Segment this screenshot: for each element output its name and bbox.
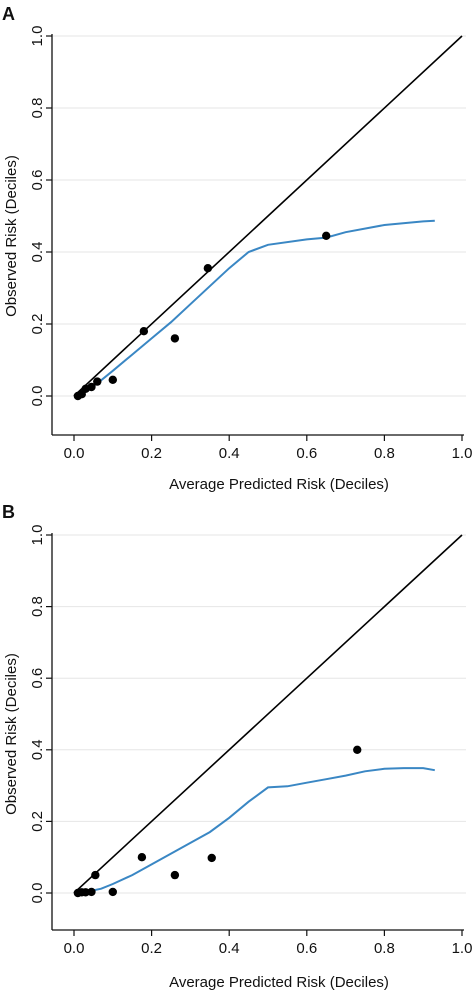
decile-point (91, 870, 100, 880)
reference-line (73, 534, 463, 894)
decile-point (108, 887, 118, 897)
decile-point (108, 375, 118, 384)
decile-point (93, 377, 102, 386)
decile-point (322, 231, 331, 240)
x-tick-label: 0.2 (141, 445, 162, 462)
x-axis-title: Average Predicted Risk (Deciles) (169, 476, 389, 493)
y-tick-label: 0.8 (29, 596, 46, 617)
reference-line (73, 35, 463, 397)
x-tick-label: 0.6 (296, 940, 317, 957)
y-tick-label: 0.8 (29, 98, 46, 119)
y-tick-label: 1.0 (29, 26, 46, 47)
y-tick-label: 0.6 (29, 668, 46, 689)
panel-a: A 0.0 0.2 0.4 0.6 0.8 1.0 0.0 0.2 0.4 0.6 0.8 1.0 Obs… (2, 4, 472, 493)
smoothed-calibration-curve (77, 219, 435, 397)
x-tick-label: 0.4 (219, 940, 240, 957)
x-tick-label: 0.0 (64, 940, 85, 957)
y-axis-title: Observed Risk (Deciles) (3, 155, 20, 317)
y-tick-label: 0.4 (29, 739, 46, 760)
y-tick-label: 0.0 (29, 386, 46, 407)
panel-letter: B (2, 502, 15, 522)
y-axis-title: Observed Risk (Deciles) (3, 653, 20, 815)
y-tick-label: 0.2 (29, 811, 46, 832)
x-tick-label: 0.0 (64, 445, 85, 462)
x-tick-label: 1.0 (452, 940, 473, 957)
decile-point (353, 745, 362, 754)
y-tick-label: 0.6 (29, 170, 46, 191)
decile-point (203, 264, 213, 273)
y-tick-label: 1.0 (29, 525, 46, 546)
panel-b: B 0.0 0.2 0.4 0.6 0.8 1.0 0.0 0.2 0.4 0.6 0.8 1.0 Obs… (2, 502, 472, 991)
decile-point (207, 853, 216, 863)
smoothed-calibration-curve (77, 767, 435, 894)
x-axis-title: Average Predicted Risk (Deciles) (169, 974, 389, 991)
decile-point (87, 382, 96, 392)
decile-point (139, 327, 149, 336)
y-tick-label: 0.0 (29, 883, 46, 904)
y-tick-label: 0.2 (29, 314, 46, 335)
x-tick-label: 0.8 (374, 445, 395, 462)
x-tick-label: 1.0 (452, 445, 473, 462)
x-tick-label: 0.8 (374, 940, 395, 957)
decile-point (170, 334, 180, 343)
decile-point (137, 853, 147, 862)
decile-point (170, 870, 180, 880)
panel-letter: A (2, 4, 15, 24)
y-tick-label: 0.4 (29, 242, 46, 263)
decile-point (87, 887, 96, 897)
x-tick-label: 0.2 (141, 940, 162, 957)
x-tick-label: 0.6 (296, 445, 317, 462)
x-tick-label: 0.4 (219, 445, 240, 462)
